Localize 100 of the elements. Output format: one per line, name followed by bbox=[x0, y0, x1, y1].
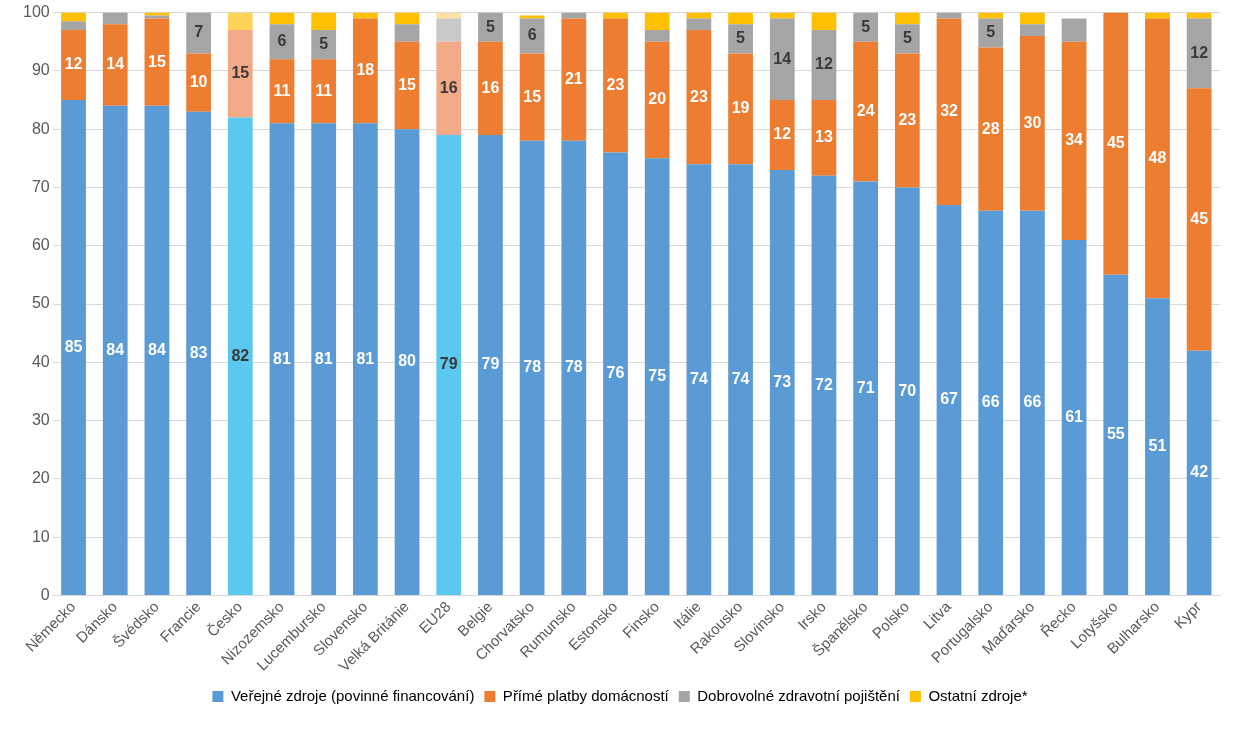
data-label: 34 bbox=[1065, 131, 1084, 149]
bar bbox=[269, 59, 295, 124]
bar bbox=[686, 18, 712, 31]
bar bbox=[227, 117, 253, 595]
bar bbox=[519, 18, 545, 54]
data-label: 12 bbox=[1190, 43, 1209, 61]
bar bbox=[811, 12, 837, 31]
bar bbox=[144, 105, 170, 595]
data-label: 79 bbox=[481, 355, 500, 373]
bar bbox=[769, 169, 795, 595]
data-label: 83 bbox=[189, 343, 208, 361]
data-label: 78 bbox=[523, 358, 542, 376]
data-label: 12 bbox=[815, 55, 833, 73]
bar bbox=[311, 12, 337, 31]
bar bbox=[394, 41, 420, 130]
bar bbox=[1061, 18, 1087, 42]
bar bbox=[102, 24, 128, 106]
bar bbox=[728, 24, 753, 54]
data-label: 81 bbox=[314, 349, 333, 367]
data-label: 45 bbox=[1106, 134, 1125, 152]
y-tick-label: 50 bbox=[31, 294, 50, 312]
bar bbox=[1186, 18, 1212, 89]
bar bbox=[352, 123, 378, 595]
data-label: 19 bbox=[731, 99, 750, 117]
data-label: 5 bbox=[986, 23, 996, 41]
bar bbox=[769, 100, 795, 170]
bar bbox=[603, 152, 628, 595]
bar bbox=[1020, 210, 1045, 595]
data-label: 76 bbox=[606, 364, 625, 382]
bar bbox=[1061, 41, 1087, 240]
bar bbox=[978, 18, 1004, 48]
data-label: 71 bbox=[856, 378, 875, 396]
data-label: 79 bbox=[439, 355, 458, 373]
bar bbox=[519, 140, 545, 595]
bar bbox=[853, 181, 879, 595]
data-label: 67 bbox=[940, 390, 959, 408]
data-label: 13 bbox=[815, 128, 833, 146]
bar bbox=[1103, 274, 1129, 595]
bar bbox=[311, 123, 337, 595]
data-label: 78 bbox=[564, 358, 583, 376]
data-label: 15 bbox=[398, 75, 417, 93]
bar bbox=[894, 24, 920, 54]
data-label: 85 bbox=[64, 337, 83, 355]
data-label: 81 bbox=[273, 349, 291, 367]
data-label: 11 bbox=[315, 81, 333, 99]
bar bbox=[394, 129, 420, 595]
bar bbox=[1145, 298, 1170, 595]
data-label: 23 bbox=[689, 87, 708, 105]
bar bbox=[978, 210, 1004, 595]
y-tick-label: 100 bbox=[22, 3, 50, 21]
bar bbox=[311, 30, 337, 60]
y-tick-label: 90 bbox=[31, 61, 50, 79]
data-label: 28 bbox=[981, 119, 1000, 137]
bar bbox=[61, 30, 86, 101]
data-label: 20 bbox=[648, 90, 667, 108]
bar bbox=[811, 30, 837, 101]
bar bbox=[478, 41, 503, 135]
bar bbox=[561, 140, 587, 595]
bar bbox=[936, 204, 962, 595]
bar bbox=[686, 164, 712, 595]
y-tick-label: 30 bbox=[31, 410, 50, 428]
data-label: 5 bbox=[861, 17, 871, 35]
data-label: 74 bbox=[689, 369, 708, 387]
data-label: 23 bbox=[898, 110, 917, 128]
bar bbox=[1061, 239, 1087, 595]
bar bbox=[1145, 18, 1170, 299]
bar bbox=[394, 24, 420, 42]
data-label: 30 bbox=[1023, 113, 1042, 131]
y-tick-label: 10 bbox=[31, 527, 50, 545]
data-label: 6 bbox=[277, 32, 287, 50]
data-label: 21 bbox=[564, 70, 583, 88]
bar bbox=[894, 12, 920, 25]
bar bbox=[478, 12, 503, 42]
bar bbox=[811, 100, 837, 176]
bar bbox=[853, 12, 879, 42]
bar bbox=[1186, 350, 1212, 595]
bar bbox=[1020, 24, 1045, 36]
bar bbox=[894, 187, 920, 595]
data-label: 5 bbox=[319, 35, 329, 53]
data-label: 18 bbox=[356, 61, 375, 79]
bar bbox=[61, 21, 86, 31]
data-label: 55 bbox=[1106, 425, 1125, 443]
data-label: 6 bbox=[527, 26, 537, 44]
data-label: 66 bbox=[1023, 393, 1042, 411]
bar bbox=[1020, 35, 1045, 211]
y-tick-label: 70 bbox=[31, 177, 50, 195]
data-label: 84 bbox=[106, 340, 125, 358]
data-label: 84 bbox=[148, 340, 166, 358]
data-label: 42 bbox=[1190, 463, 1209, 481]
legend-label: Ostatní zdroje* bbox=[928, 686, 1028, 704]
bar bbox=[1186, 88, 1212, 351]
bar bbox=[519, 53, 545, 141]
bar bbox=[728, 53, 753, 165]
bar bbox=[853, 41, 879, 182]
data-label: 81 bbox=[356, 349, 375, 367]
bar bbox=[61, 100, 86, 595]
data-label: 11 bbox=[273, 81, 291, 99]
data-label: 7 bbox=[194, 23, 204, 41]
bar bbox=[1020, 12, 1045, 25]
bar bbox=[978, 47, 1004, 211]
